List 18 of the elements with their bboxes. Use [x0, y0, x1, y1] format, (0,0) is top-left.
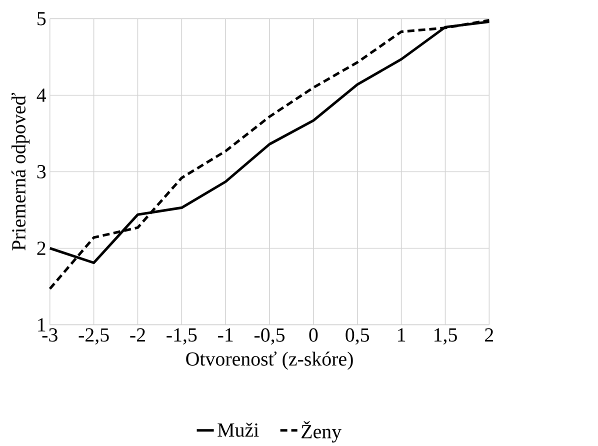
y-tick-label: 3	[37, 165, 46, 179]
x-tick-label: -2,5	[78, 328, 109, 345]
x-tick-label: -1	[218, 328, 233, 342]
legend-label: Ženy	[302, 421, 342, 443]
x-tick-label: -0,5	[254, 328, 285, 345]
x-tick-label: -2	[130, 328, 145, 342]
y-axis-title: Priemerná odpoveď	[11, 92, 30, 250]
x-tick-label: 1	[398, 328, 406, 342]
x-tick-label: -1,5	[166, 328, 197, 345]
y-tick-label: 4	[36, 88, 46, 102]
y-tick-label: 5	[38, 12, 46, 26]
y-tick-label: 2	[37, 242, 46, 255]
legend-label: Muži	[218, 422, 259, 437]
x-axis-title: Otvorenosť (z-skóre)	[186, 352, 353, 370]
x-tick-label: 0	[309, 328, 318, 342]
x-tick-label: 0,5	[346, 328, 370, 345]
x-tick-label: 2	[485, 328, 494, 342]
x-tick-label: 1,5	[434, 328, 457, 345]
